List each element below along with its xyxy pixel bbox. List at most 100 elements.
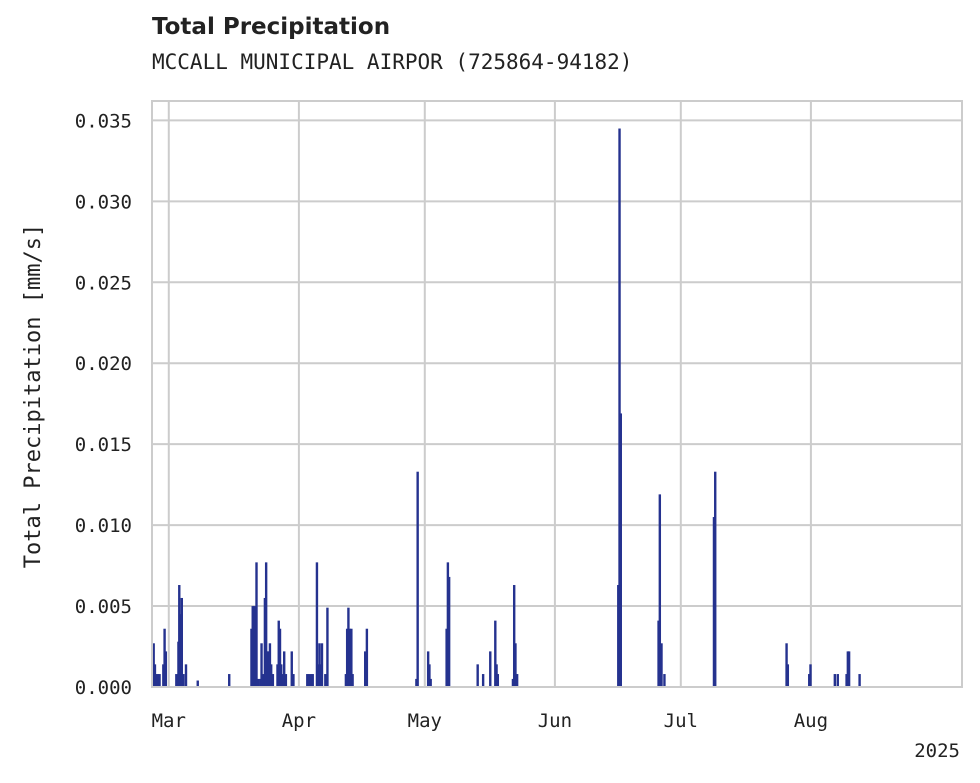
precip-bar xyxy=(712,517,716,687)
precip-bar xyxy=(785,643,788,687)
precip-bar xyxy=(348,628,351,687)
x-tick-label: Aug xyxy=(794,710,828,732)
precip-bar xyxy=(416,471,419,687)
precip-bar xyxy=(495,664,498,687)
precip-bar xyxy=(319,664,322,687)
y-axis-ticks: 0.000 0.005 0.010 0.015 0.020 0.025 0.030 0.035 xyxy=(75,110,132,699)
precip-bar xyxy=(307,674,311,687)
precip-bar xyxy=(315,562,319,687)
precip-bar xyxy=(320,643,324,687)
precip-bar xyxy=(182,674,185,687)
precip-bar xyxy=(447,576,451,687)
x-axis-year-label: 2025 xyxy=(914,740,960,762)
plot-frame xyxy=(151,100,963,688)
precip-bar xyxy=(250,628,253,687)
precip-bar xyxy=(514,643,517,687)
chart-subtitle: MCCALL MUNICIPAL AIRPOR (725864-94182) xyxy=(152,50,633,74)
precip-bar xyxy=(178,585,181,687)
precip-bar xyxy=(163,628,166,687)
precip-bar xyxy=(278,628,282,687)
precip-bar xyxy=(255,562,258,687)
y-tick-label: 0.035 xyxy=(75,110,132,132)
precip-bar xyxy=(251,606,254,687)
precip-bar xyxy=(476,664,479,687)
precip-bar xyxy=(489,651,492,687)
precip-bar xyxy=(657,620,660,687)
precip-bar xyxy=(184,664,188,687)
chart-title: Total Precipitation xyxy=(152,14,391,40)
precip-bar xyxy=(292,674,295,687)
precip-bar xyxy=(786,664,790,687)
precip-bar xyxy=(196,680,199,687)
precip-bar xyxy=(350,628,353,687)
precip-bar xyxy=(153,664,157,687)
precip-bar xyxy=(263,597,267,687)
precip-bar xyxy=(345,628,349,687)
precip-bar xyxy=(347,607,350,687)
precip-bar xyxy=(228,674,231,687)
precip-bar xyxy=(496,674,500,687)
precip-bar xyxy=(269,664,273,687)
precip-bar xyxy=(316,664,320,687)
precip-bar xyxy=(152,643,155,687)
precip-bar xyxy=(618,128,621,687)
precip-bar xyxy=(318,643,321,687)
precip-bar xyxy=(309,674,313,687)
precip-bar xyxy=(267,651,270,687)
precip-bar xyxy=(179,614,182,687)
precip-bar xyxy=(714,471,717,687)
precip-bar xyxy=(445,628,448,687)
precip-bar xyxy=(845,674,848,687)
precip-bar xyxy=(180,597,183,687)
precip-bar xyxy=(262,674,265,687)
precip-bar xyxy=(280,664,283,687)
bar-series xyxy=(152,128,861,687)
y-axis-label: Total Precipitation [mm/s] xyxy=(21,224,46,568)
y-tick-label: 0.030 xyxy=(75,191,132,213)
precip-bar xyxy=(515,674,519,687)
x-tick-label: Jul xyxy=(664,710,698,732)
precip-bar xyxy=(277,620,280,687)
precip-bar xyxy=(365,628,369,687)
x-axis-ticks: Mar Apr May Jun Jul Aug xyxy=(152,710,828,732)
x-tick-label: Apr xyxy=(282,710,316,732)
precip-bar xyxy=(281,674,285,687)
precip-bar xyxy=(494,620,497,687)
precip-bar xyxy=(426,651,430,687)
y-tick-label: 0.005 xyxy=(75,596,132,618)
y-tick-label: 0.010 xyxy=(75,515,132,537)
precip-bar xyxy=(511,678,515,687)
y-tick-label: 0.020 xyxy=(75,353,132,375)
precip-bar xyxy=(256,678,260,687)
y-tick-label: 0.000 xyxy=(75,677,132,699)
precip-bar xyxy=(364,651,367,687)
precip-bar xyxy=(259,678,262,687)
grid-lines xyxy=(152,101,962,688)
precip-bar xyxy=(836,674,839,687)
y-tick-label: 0.025 xyxy=(75,272,132,294)
precip-bar xyxy=(617,585,620,687)
precip-bar xyxy=(481,674,485,687)
y-tick-label: 0.015 xyxy=(75,434,132,456)
precip-bar xyxy=(847,651,851,687)
precip-bar xyxy=(428,664,431,687)
precip-bar xyxy=(351,674,354,687)
precip-bar xyxy=(264,562,268,687)
precip-bar xyxy=(162,664,165,687)
precip-bar xyxy=(660,643,663,687)
precip-bar xyxy=(344,674,348,687)
precip-bar xyxy=(619,413,622,687)
precip-bar xyxy=(306,674,309,687)
precip-bar xyxy=(283,651,286,687)
precip-bar xyxy=(324,674,327,687)
precip-bar xyxy=(164,651,168,687)
precip-bar xyxy=(658,494,662,687)
precip-bar xyxy=(284,674,288,687)
precip-bar xyxy=(156,674,160,687)
precip-bar xyxy=(326,607,329,687)
precip-bar xyxy=(158,674,161,687)
precip-bar xyxy=(663,674,666,687)
precip-bar xyxy=(846,651,850,687)
precip-bar xyxy=(290,651,293,687)
